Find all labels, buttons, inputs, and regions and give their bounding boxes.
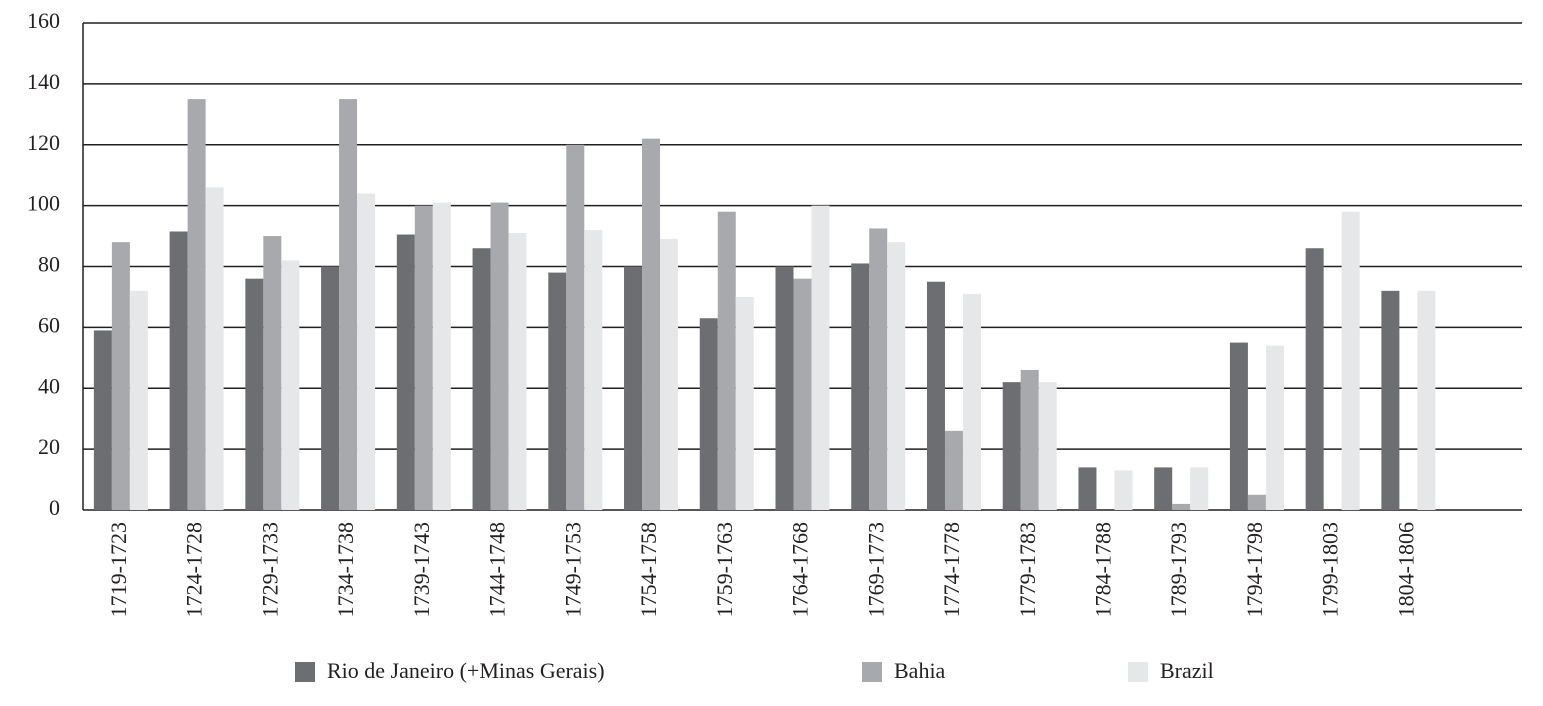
bar bbox=[263, 236, 282, 510]
x-tick-label: 1759-1763 bbox=[712, 522, 737, 617]
bar bbox=[129, 290, 148, 510]
bar bbox=[1265, 345, 1284, 510]
bar bbox=[851, 263, 870, 510]
bar bbox=[187, 99, 206, 510]
bar bbox=[1190, 467, 1209, 510]
x-tick-label: 1774-1778 bbox=[939, 522, 964, 617]
bar bbox=[548, 272, 567, 510]
bar bbox=[1247, 494, 1266, 510]
bar bbox=[490, 202, 509, 511]
bar bbox=[926, 281, 945, 510]
y-tick-label: 40 bbox=[38, 373, 60, 398]
x-tick-label: 1744-1748 bbox=[485, 522, 510, 617]
y-tick-label: 140 bbox=[27, 69, 60, 94]
x-tick-label: 1769-1773 bbox=[863, 522, 888, 617]
bar bbox=[1172, 503, 1191, 510]
bar bbox=[1381, 290, 1400, 510]
bar bbox=[1020, 369, 1039, 510]
bar bbox=[414, 205, 433, 510]
bar bbox=[396, 234, 415, 510]
bar bbox=[775, 266, 794, 510]
bar bbox=[944, 430, 963, 510]
x-tick-label: 1779-1783 bbox=[1015, 522, 1040, 617]
bar bbox=[432, 202, 451, 511]
bar bbox=[1002, 382, 1021, 510]
bar bbox=[699, 318, 718, 510]
x-tick-label: 1784-1788 bbox=[1090, 522, 1115, 617]
bar bbox=[111, 242, 130, 510]
bar bbox=[357, 193, 376, 510]
bar bbox=[1341, 211, 1360, 510]
y-tick-label: 20 bbox=[38, 434, 60, 459]
bar bbox=[962, 293, 981, 510]
bar bbox=[717, 211, 736, 510]
x-tick-label: 1734-1738 bbox=[333, 522, 358, 617]
y-tick-label: 100 bbox=[27, 191, 60, 216]
x-tick-label: 1789-1793 bbox=[1166, 522, 1191, 617]
bar bbox=[508, 233, 527, 511]
bar bbox=[1417, 290, 1436, 510]
x-tick-label: 1749-1753 bbox=[560, 522, 585, 617]
bar bbox=[660, 239, 679, 510]
bar bbox=[472, 248, 491, 511]
bar bbox=[869, 228, 888, 510]
x-tick-label: 1799-1803 bbox=[1318, 522, 1343, 617]
bar bbox=[1078, 467, 1097, 510]
x-tick-label: 1804-1806 bbox=[1393, 522, 1418, 617]
y-tick-label: 60 bbox=[38, 312, 60, 337]
x-tick-label: 1794-1798 bbox=[1242, 522, 1267, 617]
bar bbox=[735, 296, 754, 510]
bar bbox=[811, 205, 830, 510]
bar bbox=[281, 260, 300, 510]
x-tick-label: 1729-1733 bbox=[257, 522, 282, 617]
bar bbox=[1305, 248, 1324, 511]
bar bbox=[1154, 467, 1173, 510]
bar bbox=[1038, 382, 1057, 510]
bar bbox=[887, 242, 906, 510]
legend-label: Rio de Janeiro (+Minas Gerais) bbox=[327, 658, 605, 683]
bar bbox=[624, 266, 643, 510]
y-tick-label: 80 bbox=[38, 252, 60, 277]
legend-swatch bbox=[295, 662, 315, 682]
y-tick-label: 120 bbox=[27, 130, 60, 155]
bar bbox=[584, 229, 603, 510]
bar bbox=[93, 330, 112, 510]
x-tick-label: 1719-1723 bbox=[106, 522, 131, 617]
bar bbox=[642, 138, 661, 510]
x-tick-label: 1724-1728 bbox=[182, 522, 207, 617]
x-tick-label: 1739-1743 bbox=[409, 522, 434, 617]
legend-label: Brazil bbox=[1160, 658, 1214, 683]
y-tick-label: 0 bbox=[49, 495, 60, 520]
bar bbox=[1229, 342, 1248, 510]
bar bbox=[321, 266, 340, 510]
bar bbox=[245, 278, 264, 510]
y-tick-label: 160 bbox=[27, 8, 60, 33]
x-tick-label: 1754-1758 bbox=[636, 522, 661, 617]
legend-label: Bahia bbox=[894, 658, 946, 683]
bar bbox=[793, 278, 812, 510]
legend-swatch bbox=[1128, 662, 1148, 682]
bar bbox=[1114, 470, 1133, 510]
legend-swatch bbox=[862, 662, 882, 682]
bar bbox=[169, 231, 188, 510]
bar bbox=[566, 144, 585, 510]
bar bbox=[339, 99, 358, 510]
bar bbox=[205, 187, 224, 511]
x-tick-label: 1764-1768 bbox=[788, 522, 813, 617]
